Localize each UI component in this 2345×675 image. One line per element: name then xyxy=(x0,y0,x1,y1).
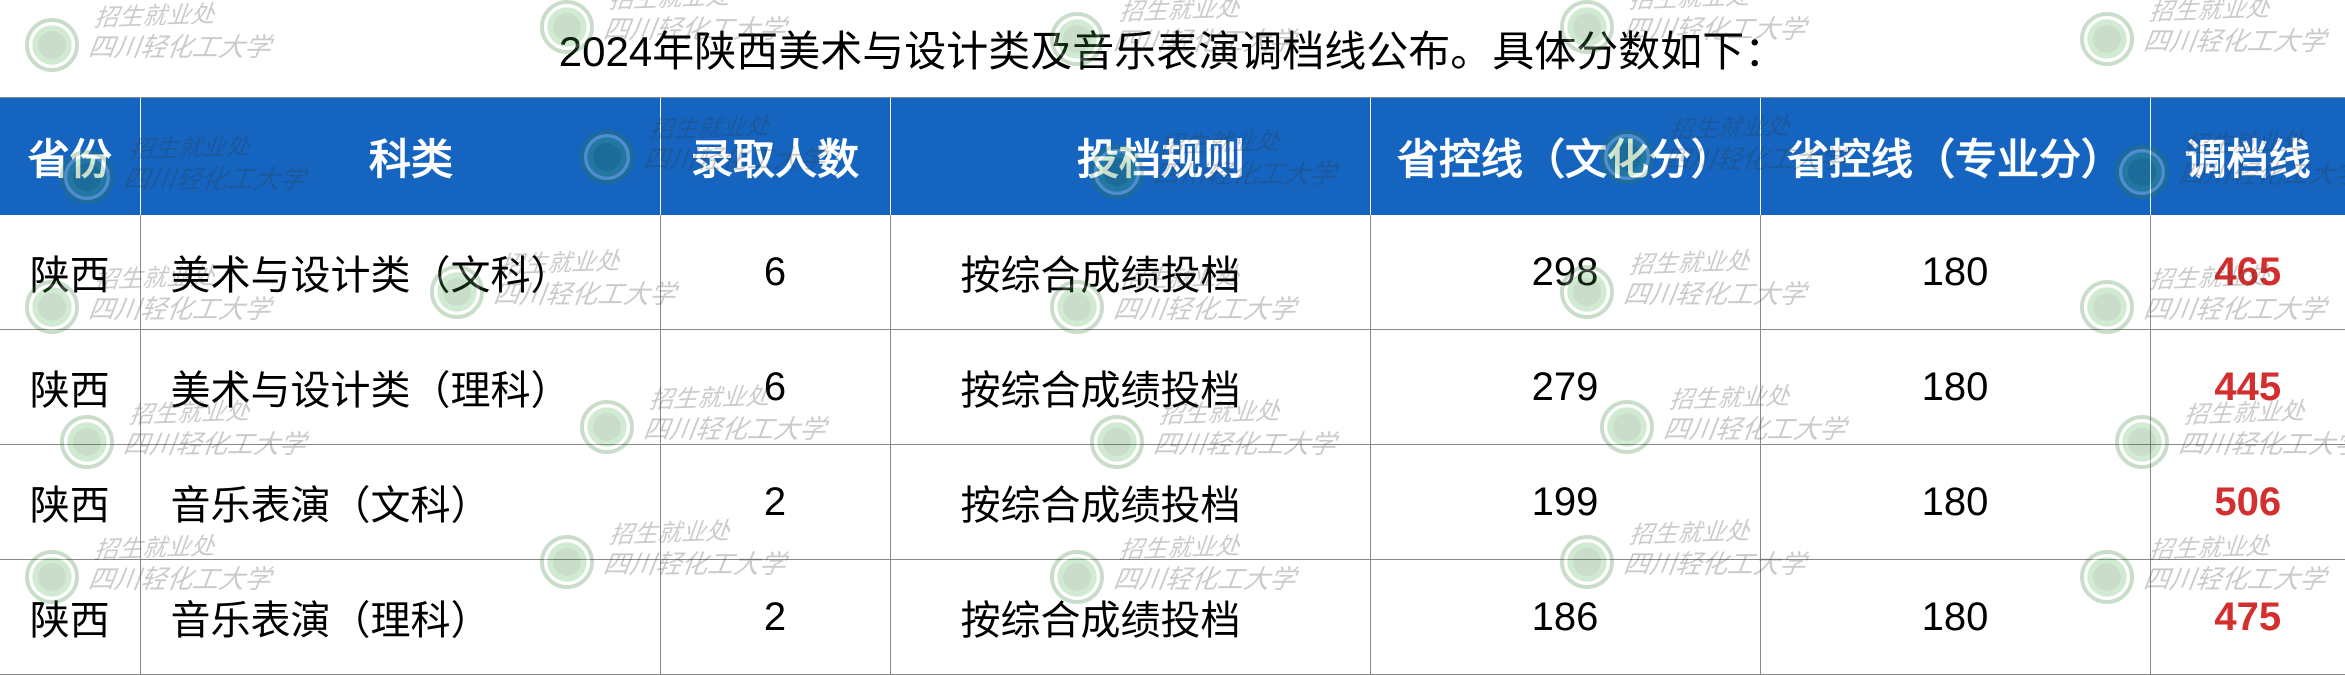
cell-culture: 298 xyxy=(1370,215,1760,330)
cell-count: 2 xyxy=(660,445,890,560)
cell-rule: 按综合成绩投档 xyxy=(890,330,1370,445)
header-major: 省控线（专业分） xyxy=(1760,98,2150,215)
cell-major: 180 xyxy=(1760,215,2150,330)
header-category: 科类 xyxy=(140,98,660,215)
cell-culture: 186 xyxy=(1370,560,1760,675)
table-row: 陕西 音乐表演（文科） 2 按综合成绩投档 199 180 506 xyxy=(0,445,2345,560)
cell-rule: 按综合成绩投档 xyxy=(890,560,1370,675)
cell-province: 陕西 xyxy=(0,215,140,330)
table-row: 陕西 美术与设计类（文科） 6 按综合成绩投档 298 180 465 xyxy=(0,215,2345,330)
cell-culture: 199 xyxy=(1370,445,1760,560)
cell-rule: 按综合成绩投档 xyxy=(890,445,1370,560)
cell-count: 2 xyxy=(660,560,890,675)
table-header: 省份 科类 录取人数 投档规则 省控线（文化分） 省控线（专业分） 调档线 xyxy=(0,98,2345,215)
table-body: 陕西 美术与设计类（文科） 6 按综合成绩投档 298 180 465 陕西 美… xyxy=(0,215,2345,675)
header-culture: 省控线（文化分） xyxy=(1370,98,1760,215)
cell-count: 6 xyxy=(660,330,890,445)
cell-line: 445 xyxy=(2150,330,2345,445)
page-title: 2024年陕西美术与设计类及音乐表演调档线公布。具体分数如下： xyxy=(0,0,2345,98)
cell-province: 陕西 xyxy=(0,445,140,560)
cell-count: 6 xyxy=(660,215,890,330)
cell-line: 475 xyxy=(2150,560,2345,675)
header-count: 录取人数 xyxy=(660,98,890,215)
cell-category: 美术与设计类（文科） xyxy=(140,215,660,330)
cell-province: 陕西 xyxy=(0,560,140,675)
cell-province: 陕西 xyxy=(0,330,140,445)
score-table: 省份 科类 录取人数 投档规则 省控线（文化分） 省控线（专业分） 调档线 陕西… xyxy=(0,98,2345,675)
cell-rule: 按综合成绩投档 xyxy=(890,215,1370,330)
cell-line: 465 xyxy=(2150,215,2345,330)
cell-major: 180 xyxy=(1760,445,2150,560)
header-row: 省份 科类 录取人数 投档规则 省控线（文化分） 省控线（专业分） 调档线 xyxy=(0,98,2345,215)
cell-major: 180 xyxy=(1760,330,2150,445)
page-container: 2024年陕西美术与设计类及音乐表演调档线公布。具体分数如下： 省份 科类 录取… xyxy=(0,0,2345,675)
header-province: 省份 xyxy=(0,98,140,215)
cell-category: 音乐表演（理科） xyxy=(140,560,660,675)
cell-culture: 279 xyxy=(1370,330,1760,445)
header-rule: 投档规则 xyxy=(890,98,1370,215)
cell-major: 180 xyxy=(1760,560,2150,675)
cell-category: 美术与设计类（理科） xyxy=(140,330,660,445)
table-row: 陕西 音乐表演（理科） 2 按综合成绩投档 186 180 475 xyxy=(0,560,2345,675)
cell-category: 音乐表演（文科） xyxy=(140,445,660,560)
table-row: 陕西 美术与设计类（理科） 6 按综合成绩投档 279 180 445 xyxy=(0,330,2345,445)
header-line: 调档线 xyxy=(2150,98,2345,215)
cell-line: 506 xyxy=(2150,445,2345,560)
